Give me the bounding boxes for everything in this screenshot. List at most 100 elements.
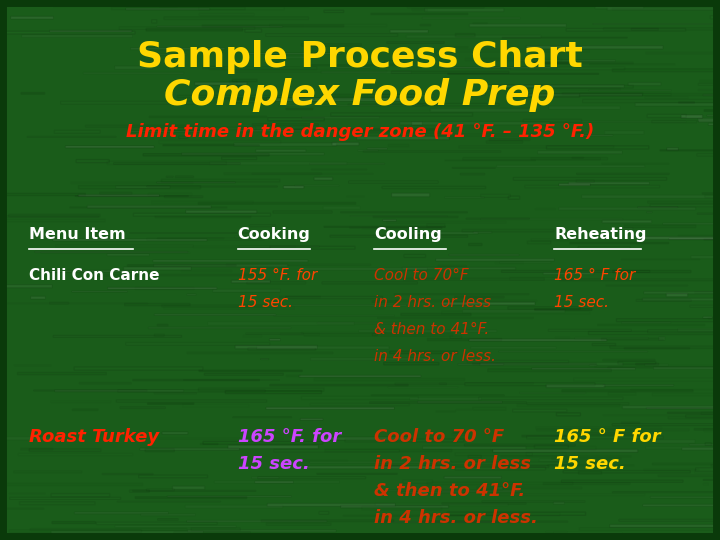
FancyBboxPatch shape bbox=[126, 342, 270, 345]
FancyBboxPatch shape bbox=[603, 360, 654, 361]
FancyBboxPatch shape bbox=[534, 446, 568, 448]
FancyBboxPatch shape bbox=[321, 437, 409, 440]
FancyBboxPatch shape bbox=[490, 139, 530, 140]
FancyBboxPatch shape bbox=[418, 401, 502, 403]
Text: Cooling: Cooling bbox=[374, 227, 442, 242]
FancyBboxPatch shape bbox=[449, 254, 519, 255]
FancyBboxPatch shape bbox=[187, 521, 327, 522]
FancyBboxPatch shape bbox=[154, 264, 287, 267]
FancyBboxPatch shape bbox=[157, 26, 282, 27]
FancyBboxPatch shape bbox=[203, 66, 224, 69]
FancyBboxPatch shape bbox=[508, 196, 520, 199]
FancyBboxPatch shape bbox=[53, 335, 181, 338]
FancyBboxPatch shape bbox=[428, 339, 502, 341]
FancyBboxPatch shape bbox=[188, 530, 336, 532]
FancyBboxPatch shape bbox=[535, 309, 592, 310]
FancyBboxPatch shape bbox=[527, 241, 551, 244]
FancyBboxPatch shape bbox=[639, 237, 720, 239]
FancyBboxPatch shape bbox=[199, 202, 356, 204]
FancyBboxPatch shape bbox=[9, 214, 100, 217]
FancyBboxPatch shape bbox=[233, 79, 257, 82]
FancyBboxPatch shape bbox=[126, 9, 210, 10]
FancyBboxPatch shape bbox=[469, 244, 482, 246]
FancyBboxPatch shape bbox=[455, 467, 546, 470]
FancyBboxPatch shape bbox=[300, 375, 420, 377]
FancyBboxPatch shape bbox=[232, 100, 275, 103]
FancyBboxPatch shape bbox=[345, 439, 464, 442]
FancyBboxPatch shape bbox=[652, 120, 696, 123]
FancyBboxPatch shape bbox=[201, 443, 218, 444]
FancyBboxPatch shape bbox=[373, 216, 458, 218]
FancyBboxPatch shape bbox=[341, 505, 449, 508]
FancyBboxPatch shape bbox=[647, 408, 720, 409]
FancyBboxPatch shape bbox=[187, 294, 196, 295]
FancyBboxPatch shape bbox=[330, 235, 467, 237]
FancyBboxPatch shape bbox=[636, 300, 691, 301]
Text: Reheating: Reheating bbox=[554, 227, 647, 242]
FancyBboxPatch shape bbox=[322, 282, 418, 284]
FancyBboxPatch shape bbox=[412, 104, 499, 106]
FancyBboxPatch shape bbox=[378, 318, 534, 319]
FancyBboxPatch shape bbox=[414, 232, 478, 234]
FancyBboxPatch shape bbox=[479, 397, 623, 400]
FancyBboxPatch shape bbox=[420, 24, 431, 26]
FancyBboxPatch shape bbox=[624, 348, 690, 349]
FancyBboxPatch shape bbox=[595, 5, 644, 9]
FancyBboxPatch shape bbox=[34, 390, 147, 391]
FancyBboxPatch shape bbox=[348, 181, 438, 183]
FancyBboxPatch shape bbox=[213, 289, 280, 292]
FancyBboxPatch shape bbox=[304, 466, 446, 469]
Text: in 2 hrs. or less: in 2 hrs. or less bbox=[374, 455, 531, 474]
Text: & then to 41°F.: & then to 41°F. bbox=[374, 322, 490, 337]
FancyBboxPatch shape bbox=[152, 20, 157, 23]
FancyBboxPatch shape bbox=[618, 361, 656, 364]
FancyBboxPatch shape bbox=[261, 1, 334, 3]
FancyBboxPatch shape bbox=[708, 124, 720, 125]
FancyBboxPatch shape bbox=[132, 490, 256, 491]
FancyBboxPatch shape bbox=[192, 528, 240, 530]
Text: 165 ° F for: 165 ° F for bbox=[554, 428, 661, 447]
FancyBboxPatch shape bbox=[576, 180, 594, 182]
FancyBboxPatch shape bbox=[577, 173, 669, 174]
FancyBboxPatch shape bbox=[531, 158, 600, 159]
FancyBboxPatch shape bbox=[469, 24, 566, 26]
FancyBboxPatch shape bbox=[522, 435, 578, 437]
Text: in 4 hrs. or less.: in 4 hrs. or less. bbox=[374, 349, 496, 364]
FancyBboxPatch shape bbox=[125, 303, 190, 306]
FancyBboxPatch shape bbox=[158, 325, 168, 326]
Text: Cooking: Cooking bbox=[238, 227, 310, 242]
FancyBboxPatch shape bbox=[487, 141, 523, 143]
FancyBboxPatch shape bbox=[495, 85, 633, 88]
FancyBboxPatch shape bbox=[139, 475, 207, 478]
FancyBboxPatch shape bbox=[538, 151, 622, 154]
FancyBboxPatch shape bbox=[60, 102, 197, 104]
FancyBboxPatch shape bbox=[364, 151, 500, 152]
FancyBboxPatch shape bbox=[527, 403, 629, 404]
FancyBboxPatch shape bbox=[330, 113, 472, 116]
FancyBboxPatch shape bbox=[370, 402, 526, 403]
FancyBboxPatch shape bbox=[53, 239, 207, 241]
FancyBboxPatch shape bbox=[52, 522, 96, 523]
FancyBboxPatch shape bbox=[284, 186, 304, 188]
FancyBboxPatch shape bbox=[667, 147, 678, 150]
FancyBboxPatch shape bbox=[118, 390, 265, 392]
FancyBboxPatch shape bbox=[341, 212, 467, 213]
FancyBboxPatch shape bbox=[562, 480, 683, 482]
Text: & then to 41°F.: & then to 41°F. bbox=[374, 482, 526, 501]
FancyBboxPatch shape bbox=[440, 383, 534, 384]
FancyBboxPatch shape bbox=[286, 296, 382, 299]
FancyBboxPatch shape bbox=[383, 220, 396, 221]
FancyBboxPatch shape bbox=[87, 206, 211, 208]
FancyBboxPatch shape bbox=[704, 110, 720, 111]
FancyBboxPatch shape bbox=[231, 280, 270, 283]
FancyBboxPatch shape bbox=[158, 519, 178, 520]
FancyBboxPatch shape bbox=[204, 373, 283, 375]
FancyBboxPatch shape bbox=[697, 153, 720, 156]
FancyBboxPatch shape bbox=[145, 449, 174, 451]
FancyBboxPatch shape bbox=[467, 361, 569, 363]
FancyBboxPatch shape bbox=[623, 406, 720, 409]
FancyBboxPatch shape bbox=[408, 7, 484, 8]
FancyBboxPatch shape bbox=[523, 119, 582, 122]
FancyBboxPatch shape bbox=[176, 176, 194, 177]
FancyBboxPatch shape bbox=[182, 538, 210, 539]
